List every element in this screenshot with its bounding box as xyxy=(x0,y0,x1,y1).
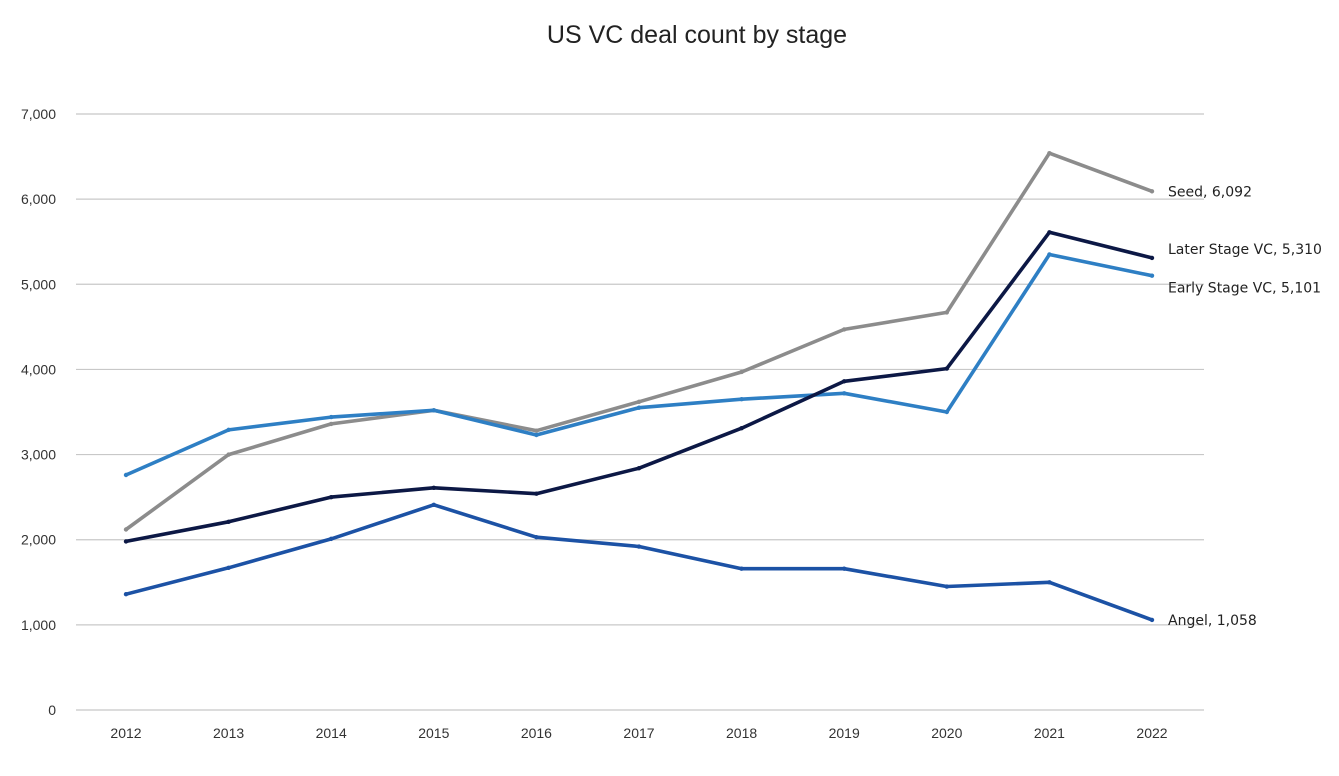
x-tick-label: 2016 xyxy=(521,725,552,741)
y-tick-label: 2,000 xyxy=(21,532,56,548)
data-point-early-stage-vc xyxy=(636,405,642,410)
data-point-seed xyxy=(842,327,847,332)
data-point-angel xyxy=(1047,580,1052,585)
data-point-seed xyxy=(329,421,334,427)
series-line-angel xyxy=(124,502,1154,622)
y-tick-label: 3,000 xyxy=(21,447,56,463)
x-tick-label: 2018 xyxy=(726,725,757,741)
data-point-later-stage-vc xyxy=(636,465,642,471)
series-line-later-stage-vc xyxy=(124,230,1154,544)
data-point-seed xyxy=(636,399,642,404)
data-point-later-stage-vc xyxy=(944,366,949,371)
x-tick-label: 2022 xyxy=(1136,725,1167,741)
data-point-later-stage-vc xyxy=(226,519,231,525)
data-point-later-stage-vc xyxy=(739,425,744,431)
data-point-seed xyxy=(944,310,949,315)
data-point-angel xyxy=(123,592,129,597)
data-point-seed xyxy=(1149,189,1155,194)
data-point-early-stage-vc xyxy=(739,397,744,402)
y-tick-label: 7,000 xyxy=(21,106,56,122)
data-point-angel xyxy=(944,584,949,589)
data-point-later-stage-vc xyxy=(842,379,847,384)
data-point-later-stage-vc xyxy=(329,494,334,500)
data-point-angel xyxy=(226,565,231,571)
data-point-early-stage-vc xyxy=(842,391,847,396)
data-point-early-stage-vc xyxy=(534,432,539,438)
data-point-seed xyxy=(226,452,231,457)
data-point-early-stage-vc xyxy=(329,414,334,420)
data-point-early-stage-vc xyxy=(226,427,231,433)
end-label-angel: Angel, 1,058 xyxy=(1168,613,1257,629)
data-point-later-stage-vc xyxy=(1047,230,1052,235)
y-tick-label: 1,000 xyxy=(21,617,56,633)
series-end-labels: Seed, 6,092 Early Stage VC, 5,101 Later St… xyxy=(1168,184,1322,629)
data-point-later-stage-vc xyxy=(534,491,539,496)
x-tick-label: 2013 xyxy=(213,725,244,741)
end-label-seed: Seed, 6,092 xyxy=(1168,184,1252,200)
data-point-angel xyxy=(739,566,744,571)
data-point-angel xyxy=(534,534,539,540)
data-point-seed xyxy=(739,369,744,375)
y-tick-label: 4,000 xyxy=(21,361,56,377)
data-point-angel xyxy=(329,536,334,542)
series-line-seed xyxy=(124,151,1154,532)
y-axis-ticks: 0 1,000 2,000 3,000 4,000 5,000 6,000 7,000 xyxy=(21,106,56,718)
x-tick-label: 2012 xyxy=(110,725,141,741)
data-point-seed xyxy=(534,428,539,433)
x-tick-label: 2021 xyxy=(1034,725,1065,741)
data-point-later-stage-vc xyxy=(123,539,129,544)
data-point-later-stage-vc xyxy=(431,485,436,490)
end-label-later-stage-vc: Later Stage VC, 5,310 xyxy=(1168,242,1322,258)
x-tick-label: 2014 xyxy=(316,725,347,741)
series-lines xyxy=(123,150,1155,623)
gridlines xyxy=(76,113,1204,711)
chart-title: US VC deal count by stage xyxy=(547,21,847,49)
data-point-early-stage-vc xyxy=(944,409,949,415)
end-label-early-stage-vc: Early Stage VC, 5,101 xyxy=(1168,281,1321,297)
data-point-angel xyxy=(636,544,642,549)
x-tick-label: 2020 xyxy=(931,725,962,741)
x-tick-label: 2019 xyxy=(829,725,860,741)
data-point-early-stage-vc xyxy=(123,472,129,478)
data-point-early-stage-vc xyxy=(431,408,436,413)
data-point-early-stage-vc xyxy=(1047,252,1052,257)
x-tick-label: 2017 xyxy=(623,725,654,741)
data-point-angel xyxy=(1149,617,1155,623)
data-point-angel xyxy=(842,566,847,571)
data-point-seed xyxy=(123,527,129,532)
data-point-seed xyxy=(1047,150,1052,156)
data-point-early-stage-vc xyxy=(1149,273,1155,278)
series-line-early-stage-vc xyxy=(124,252,1154,477)
y-tick-label: 5,000 xyxy=(21,276,56,292)
data-point-angel xyxy=(431,502,436,508)
x-tick-label: 2015 xyxy=(418,725,449,741)
x-axis-ticks: 2012 2013 2014 2015 2016 2017 2018 2019 2020 2021… xyxy=(110,725,1167,741)
y-tick-label: 0 xyxy=(48,702,56,718)
y-tick-label: 6,000 xyxy=(21,191,56,207)
data-point-later-stage-vc xyxy=(1149,255,1155,261)
